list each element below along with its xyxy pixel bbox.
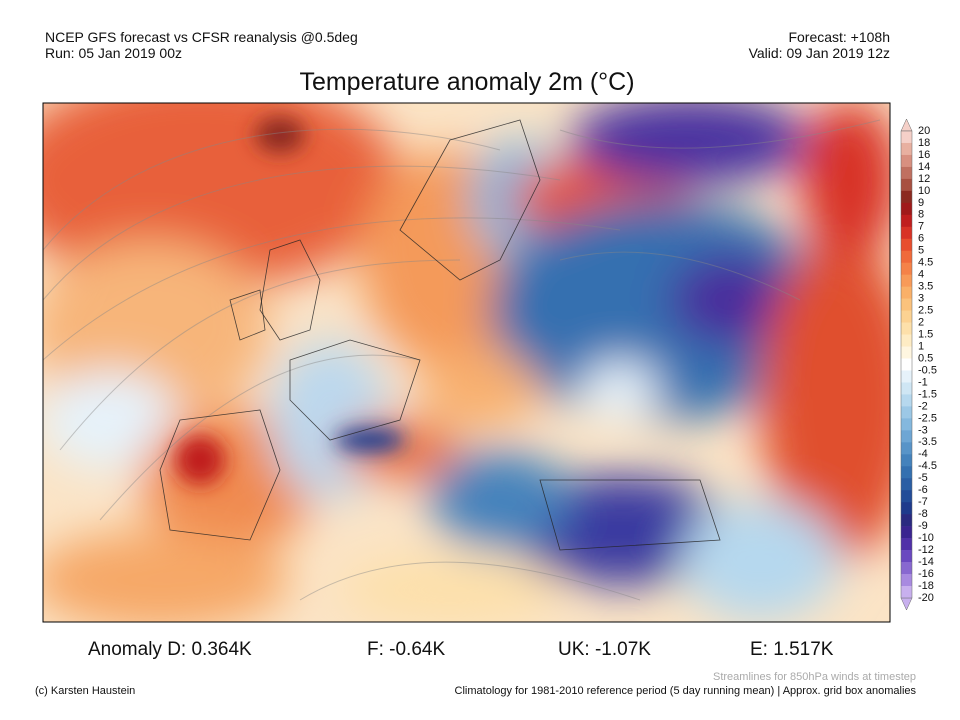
- colorbar-label: -7: [918, 496, 928, 508]
- colorbar-label: -1: [918, 376, 928, 388]
- anomaly-uk: UK: -1.07K: [558, 639, 651, 660]
- colorbar-swatch: [901, 298, 912, 311]
- colorbar-swatch: [901, 490, 912, 503]
- colorbar-label: 1: [918, 340, 924, 352]
- colorbar-label: 6: [918, 233, 924, 245]
- colorbar-label: 0.5: [918, 352, 933, 364]
- colorbar-arrow-top: [900, 118, 913, 132]
- colorbar-swatch: [901, 526, 912, 539]
- colorbar-label: 3: [918, 293, 924, 305]
- colorbar-swatch: [901, 418, 912, 431]
- colorbar-label: -5: [918, 472, 928, 484]
- map-frame: [42, 102, 891, 623]
- anomaly-e: E: 1.517K: [750, 639, 834, 660]
- colorbar-label: -6: [918, 484, 928, 496]
- colorbar-swatch: [901, 322, 912, 335]
- colorbar-swatch: [901, 154, 912, 168]
- colorbar-swatch: [901, 502, 912, 515]
- colorbar-swatch: [901, 430, 912, 443]
- colorbar-swatch: [901, 131, 912, 144]
- colorbar-swatch: [901, 562, 912, 575]
- colorbar-swatch: [901, 394, 912, 407]
- climatology-note: Climatology for 1981-2010 reference peri…: [455, 685, 917, 697]
- colorbar-label: -0.5: [918, 364, 937, 376]
- colorbar-label: -4.5: [918, 460, 937, 472]
- colorbar-label: 1.5: [918, 328, 933, 340]
- colorbar-swatch: [901, 346, 912, 359]
- colorbar-swatch: [901, 574, 912, 587]
- colorbar-label: 2: [918, 316, 924, 328]
- colorbar-label: -3.5: [918, 436, 937, 448]
- colorbar-swatch: [901, 142, 912, 156]
- colorbar-label: 7: [918, 221, 924, 233]
- colorbar-label: 4.5: [918, 257, 933, 269]
- colorbar-swatch: [901, 538, 912, 551]
- colorbar-swatch: [901, 214, 912, 228]
- colorbar-swatch: [901, 226, 912, 240]
- colorbar-label: -14: [918, 556, 934, 568]
- colorbar-label: 4: [918, 269, 924, 281]
- colorbar-frame: [900, 130, 913, 599]
- colorbar-label: -2.5: [918, 412, 937, 424]
- colorbar-swatch: [901, 514, 912, 527]
- source-text: NCEP GFS forecast vs CFSR reanalysis @0.…: [45, 29, 358, 45]
- colorbar-label: -16: [918, 568, 934, 580]
- colorbar-label: 14: [918, 161, 930, 173]
- colorbar-arrow-bottom: [900, 597, 913, 611]
- colorbar-label: 18: [918, 137, 930, 149]
- colorbar-swatch: [901, 586, 912, 599]
- colorbar-label: 20: [918, 125, 930, 137]
- colorbar-swatch: [901, 190, 912, 204]
- colorbar-swatch: [901, 310, 912, 323]
- colorbar-label: 16: [918, 149, 930, 161]
- colorbar-swatch: [901, 370, 912, 383]
- colorbar-label: -9: [918, 520, 928, 532]
- colorbar-swatch: [901, 286, 912, 299]
- anomaly-d: Anomaly D: 0.364K: [88, 639, 252, 660]
- colorbar-swatch: [901, 442, 912, 455]
- colorbar-label: 12: [918, 173, 930, 185]
- colorbar-swatch: [901, 358, 912, 371]
- map: [43, 103, 890, 622]
- colorbar-label: 8: [918, 209, 924, 221]
- colorbar-swatch: [901, 250, 912, 264]
- colorbar-label: 3.5: [918, 281, 933, 293]
- colorbar-swatch: [901, 382, 912, 395]
- colorbar-swatch: [901, 406, 912, 419]
- colorbar-label: -12: [918, 544, 934, 556]
- colorbar-label: 5: [918, 245, 924, 257]
- colorbar-label: -4: [918, 448, 928, 460]
- colorbar-label: -8: [918, 508, 928, 520]
- colorbar-label: 9: [918, 197, 924, 209]
- colorbar-swatch: [901, 334, 912, 347]
- colorbar-label: -2: [918, 400, 928, 412]
- valid-text: Valid: 09 Jan 2019 12z: [749, 45, 890, 61]
- colorbar-swatch: [901, 262, 912, 275]
- colorbar-label: -1.5: [918, 388, 937, 400]
- colorbar-swatch: [901, 178, 912, 192]
- run-text: Run: 05 Jan 2019 00z: [45, 45, 182, 61]
- colorbar-swatch: [901, 466, 912, 479]
- colorbar-swatch: [901, 454, 912, 467]
- colorbar-label: -20: [918, 592, 934, 604]
- colorbar-label: 2.5: [918, 305, 933, 317]
- colorbar-label: -10: [918, 532, 934, 544]
- colorbar: 201816141210987654.543.532.521.510.5-0.5…: [900, 118, 937, 611]
- map-title: Temperature anomaly 2m (°C): [299, 68, 634, 96]
- streamlines-note: Streamlines for 850hPa winds at timestep: [713, 671, 916, 683]
- colorbar-swatch: [901, 274, 912, 287]
- colorbar-swatch: [901, 238, 912, 252]
- anomaly-f: F: -0.64K: [367, 639, 445, 660]
- colorbar-swatch: [901, 550, 912, 563]
- forecast-text: Forecast: +108h: [788, 29, 890, 45]
- colorbar-label: 10: [918, 185, 930, 197]
- colorbar-swatch: [901, 478, 912, 491]
- colorbar-label: -18: [918, 580, 934, 592]
- colorbar-swatch: [901, 166, 912, 180]
- colorbar-label: -3: [918, 424, 928, 436]
- colorbar-swatch: [901, 202, 912, 216]
- copyright: (c) Karsten Haustein: [35, 685, 135, 697]
